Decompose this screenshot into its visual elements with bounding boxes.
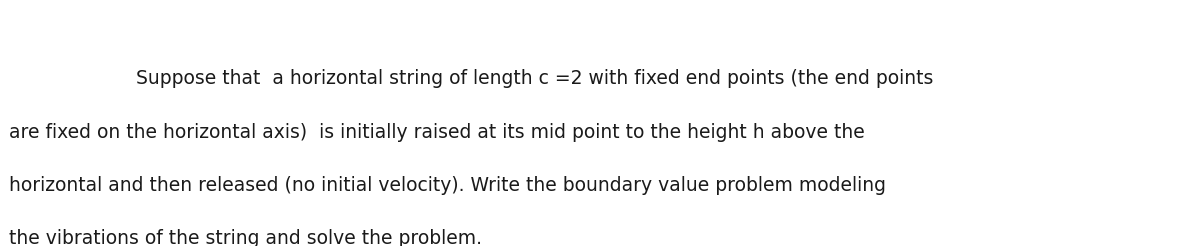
Text: Suppose that  a horizontal string of length c =2 with fixed end points (the end : Suppose that a horizontal string of leng… xyxy=(136,69,934,88)
Text: horizontal and then released (no initial velocity). Write the boundary value pro: horizontal and then released (no initial… xyxy=(9,176,886,195)
Text: are fixed on the horizontal axis)  is initially raised at its mid point to the h: are fixed on the horizontal axis) is ini… xyxy=(9,123,865,142)
Text: the vibrations of the string and solve the problem.: the vibrations of the string and solve t… xyxy=(9,229,482,246)
